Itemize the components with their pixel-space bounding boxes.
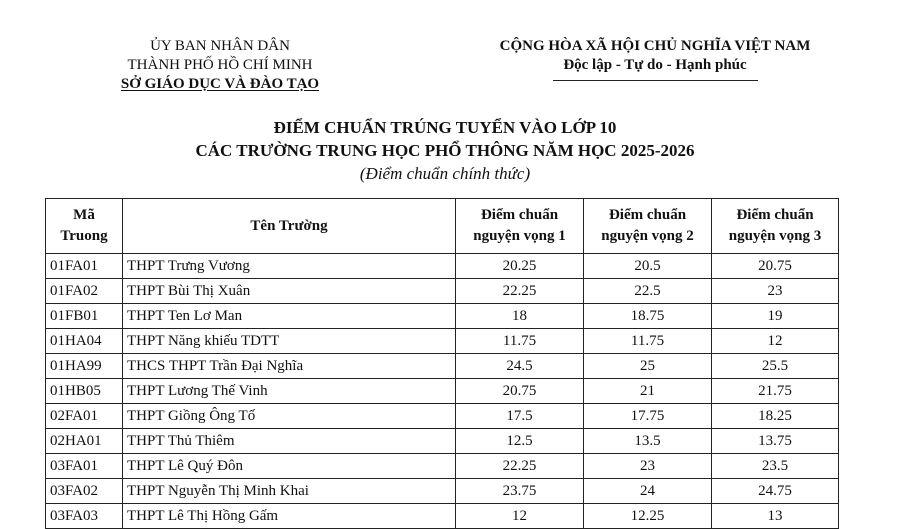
score-cell: 18 bbox=[455, 303, 584, 329]
title-line: (Điểm chuẩn chính thức) bbox=[359, 164, 531, 183]
score-cell: 12.25 bbox=[583, 503, 712, 529]
text-cell: THPT Bùi Thị Xuân bbox=[122, 278, 456, 304]
score-cell: 20.5 bbox=[583, 253, 712, 279]
score-cell: 23 bbox=[583, 453, 712, 479]
text-cell: THPT Năng khiếu TDTT bbox=[122, 328, 456, 354]
table-row: 02HA01 THPT Thủ Thiêm 12.5 13.5 13.75 bbox=[45, 428, 839, 454]
score-cell: 24 bbox=[583, 478, 712, 504]
header-line: Truong bbox=[60, 228, 108, 244]
score-cell: 20.75 bbox=[455, 378, 584, 404]
text-cell: 03FA01 bbox=[45, 453, 123, 479]
header-line: Điểm chuẩn bbox=[480, 207, 559, 223]
title-line: CÁC TRƯỜNG TRUNG HỌC PHỔ THÔNG NĂM HỌC 2… bbox=[195, 141, 695, 160]
score-cell: 13.5 bbox=[583, 428, 712, 454]
national-motto: CỘNG HÒA XÃ HỘI CHỦ NGHĨA VIỆT NAM Độc lậ… bbox=[460, 37, 850, 81]
motto-line: Độc lập - Tự do - Hạnh phúc bbox=[563, 57, 747, 73]
table-row: 01HA99 THCS THPT Trần Đại Nghĩa 24.5 25 25.5 bbox=[45, 353, 839, 379]
table-row: 01FB01 THPT Ten Lơ Man 18 18.75 19 bbox=[45, 303, 839, 329]
header-line: nguyện vọng 1 bbox=[473, 228, 566, 244]
table-body: 01FA01 THPT Trưng Vương 20.25 20.5 20.75 01FA… bbox=[45, 253, 839, 529]
score-cell: 18.25 bbox=[711, 403, 839, 429]
text-cell: THPT Lê Thị Hồng Gấm bbox=[122, 503, 456, 529]
score-table: Mã Truong Tên Trường Điểm chuẩn nguyện vọng … bbox=[45, 198, 839, 529]
score-cell: 12.5 bbox=[455, 428, 584, 454]
table-row: 02FA01 THPT Giồng Ông Tố 17.5 17.75 18.25 bbox=[45, 403, 839, 429]
score-cell: 24.5 bbox=[455, 353, 584, 379]
issuer-line: SỞ GIÁO DỤC VÀ ĐÀO TẠO bbox=[120, 76, 320, 92]
column-header: Điểm chuẩn nguyện vọng 1 bbox=[455, 198, 584, 254]
score-cell: 22.25 bbox=[455, 453, 584, 479]
header-line: nguyện vọng 3 bbox=[728, 228, 822, 244]
score-cell: 23.75 bbox=[455, 478, 584, 504]
text-cell: 01FB01 bbox=[45, 303, 123, 329]
score-cell: 17.5 bbox=[455, 403, 584, 429]
score-cell: 18.75 bbox=[583, 303, 712, 329]
header-line: Mã bbox=[73, 207, 95, 223]
text-cell: 02HA01 bbox=[45, 428, 123, 454]
column-header: Điểm chuẩn nguyện vọng 2 bbox=[583, 198, 712, 254]
column-header: Mã Truong bbox=[45, 198, 123, 254]
score-cell: 19 bbox=[711, 303, 839, 329]
text-cell: 01FA02 bbox=[45, 278, 123, 304]
score-cell: 13 bbox=[711, 503, 839, 529]
score-cell: 24.75 bbox=[711, 478, 839, 504]
score-cell: 20.75 bbox=[711, 253, 839, 279]
score-cell: 21.75 bbox=[711, 378, 839, 404]
score-cell: 12 bbox=[711, 328, 839, 354]
score-cell: 20.25 bbox=[455, 253, 584, 279]
score-cell: 22.5 bbox=[583, 278, 712, 304]
header-line: Điểm chuẩn bbox=[608, 207, 687, 223]
score-cell: 22.25 bbox=[455, 278, 584, 304]
score-cell: 25.5 bbox=[711, 353, 839, 379]
table-row: 03FA01 THPT Lê Quý Đôn 22.25 23 23.5 bbox=[45, 453, 839, 479]
column-header: Tên Trường bbox=[122, 198, 456, 254]
issuer-line: ỦY BAN NHÂN DÂN bbox=[150, 38, 290, 54]
text-cell: 01HB05 bbox=[45, 378, 123, 404]
table-row: 01FA01 THPT Trưng Vương 20.25 20.5 20.75 bbox=[45, 253, 839, 279]
text-cell: THCS THPT Trần Đại Nghĩa bbox=[122, 353, 456, 379]
text-cell: 01HA04 bbox=[45, 328, 123, 354]
text-cell: 01HA99 bbox=[45, 353, 123, 379]
rule bbox=[552, 80, 758, 81]
header-row: Mã Truong Tên Trường Điểm chuẩn nguyện vọng … bbox=[45, 198, 839, 254]
page: {"header": {"left": ["ỦY BAN NHÂN DÂN", … bbox=[45, 37, 850, 529]
score-cell: 23.5 bbox=[711, 453, 839, 479]
score-cell: 12 bbox=[455, 503, 584, 529]
score-cell: 13.75 bbox=[711, 428, 839, 454]
title-line: ĐIỂM CHUẨN TRÚNG TUYỂN VÀO LỚP 10 bbox=[273, 118, 617, 137]
text-cell: THPT Lê Quý Đôn bbox=[122, 453, 456, 479]
score-cell: 21 bbox=[583, 378, 712, 404]
text-cell: THPT Thủ Thiêm bbox=[122, 428, 456, 454]
text-cell: 02FA01 bbox=[45, 403, 123, 429]
text-cell: THPT Trưng Vương bbox=[122, 253, 456, 279]
header-line: Tên Trường bbox=[250, 217, 328, 234]
text-cell: 03FA02 bbox=[45, 478, 123, 504]
motto-line: CỘNG HÒA XÃ HỘI CHỦ NGHĨA VIỆT NAM bbox=[499, 38, 811, 54]
table-row: 03FA03 THPT Lê Thị Hồng Gấm 12 12.25 13 bbox=[45, 503, 839, 529]
text-cell: THPT Giồng Ông Tố bbox=[122, 403, 456, 429]
document-title: ĐIỂM CHUẨN TRÚNG TUYỂN VÀO LỚP 10 CÁC TRƯ… bbox=[100, 116, 790, 185]
table-row: 01HA04 THPT Năng khiếu TDTT 11.75 11.75 12 bbox=[45, 328, 839, 354]
issuer: ỦY BAN NHÂN DÂN THÀNH PHỐ HỒ CHÍ MINH SỞ G… bbox=[100, 37, 340, 94]
score-cell: 11.75 bbox=[455, 328, 584, 354]
text-cell: THPT Nguyễn Thị Minh Khai bbox=[122, 478, 456, 504]
header-line: Điểm chuẩn bbox=[736, 207, 814, 223]
table-row: 03FA02 THPT Nguyễn Thị Minh Khai 23.75 24 24… bbox=[45, 478, 839, 504]
issuer-line: THÀNH PHỐ HỒ CHÍ MINH bbox=[127, 57, 313, 73]
text-cell: 01FA01 bbox=[45, 253, 123, 279]
table-row: 01FA02 THPT Bùi Thị Xuân 22.25 22.5 23 bbox=[45, 278, 839, 304]
score-cell: 11.75 bbox=[583, 328, 712, 354]
header-line: nguyện vọng 2 bbox=[601, 228, 694, 244]
text-cell: THPT Ten Lơ Man bbox=[122, 303, 456, 329]
column-header: Điểm chuẩn nguyện vọng 3 bbox=[711, 198, 839, 254]
table-row: 01HB05 THPT Lương Thế Vinh 20.75 21 21.75 bbox=[45, 378, 839, 404]
text-cell: THPT Lương Thế Vinh bbox=[122, 378, 456, 404]
score-cell: 17.75 bbox=[583, 403, 712, 429]
text-cell: 03FA03 bbox=[45, 503, 123, 529]
score-cell: 23 bbox=[711, 278, 839, 304]
score-cell: 25 bbox=[583, 353, 712, 379]
